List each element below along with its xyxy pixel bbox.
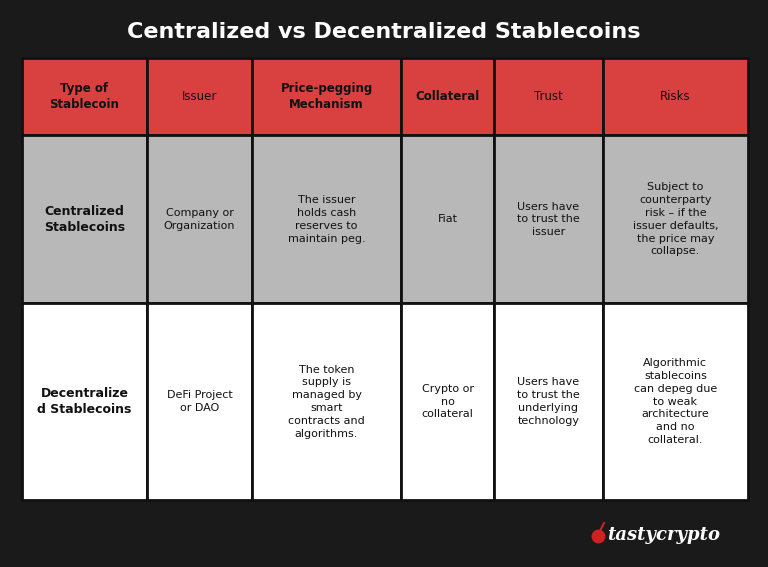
Text: Company or
Organization: Company or Organization — [164, 208, 235, 231]
Bar — [494, 303, 603, 500]
Bar — [252, 303, 401, 500]
Bar — [147, 58, 252, 136]
Text: Centralized vs Decentralized Stablecoins: Centralized vs Decentralized Stablecoins — [127, 22, 641, 42]
Bar — [22, 303, 147, 500]
Text: Collateral: Collateral — [415, 90, 480, 103]
Bar — [22, 58, 147, 136]
Text: Algorithmic
stablecoins
can depeg due
to weak
architecture
and no
collateral.: Algorithmic stablecoins can depeg due to… — [634, 358, 717, 445]
Text: Centralized
Stablecoins: Centralized Stablecoins — [44, 205, 125, 234]
Bar — [494, 136, 603, 303]
Bar — [401, 58, 494, 136]
Text: The issuer
holds cash
reserves to
maintain peg.: The issuer holds cash reserves to mainta… — [288, 195, 366, 244]
Text: Subject to
counterparty
risk – if the
issuer defaults,
the price may
collapse.: Subject to counterparty risk – if the is… — [633, 183, 718, 256]
Text: Issuer: Issuer — [182, 90, 217, 103]
Text: Decentralize
d Stablecoins: Decentralize d Stablecoins — [38, 387, 131, 416]
Bar — [603, 136, 748, 303]
Text: Crypto or
no
collateral: Crypto or no collateral — [422, 384, 474, 420]
Text: Price-pegging
Mechanism: Price-pegging Mechanism — [280, 82, 372, 112]
Bar — [603, 58, 748, 136]
Text: Fiat: Fiat — [438, 214, 458, 225]
Text: The token
supply is
managed by
smart
contracts and
algorithms.: The token supply is managed by smart con… — [288, 365, 365, 439]
Text: Users have
to trust the
underlying
technology: Users have to trust the underlying techn… — [517, 378, 580, 426]
Text: DeFi Project
or DAO: DeFi Project or DAO — [167, 390, 233, 413]
Bar — [22, 136, 147, 303]
Text: Type of
Stablecoin: Type of Stablecoin — [50, 82, 120, 112]
Bar — [401, 303, 494, 500]
Text: tastycrypto: tastycrypto — [607, 526, 720, 544]
Text: Users have
to trust the
issuer: Users have to trust the issuer — [517, 201, 580, 237]
Bar — [401, 136, 494, 303]
Text: Trust: Trust — [534, 90, 563, 103]
Bar — [494, 58, 603, 136]
Bar — [252, 58, 401, 136]
Bar — [147, 303, 252, 500]
Bar — [252, 136, 401, 303]
Bar — [603, 303, 748, 500]
Bar — [147, 136, 252, 303]
Text: Risks: Risks — [660, 90, 690, 103]
